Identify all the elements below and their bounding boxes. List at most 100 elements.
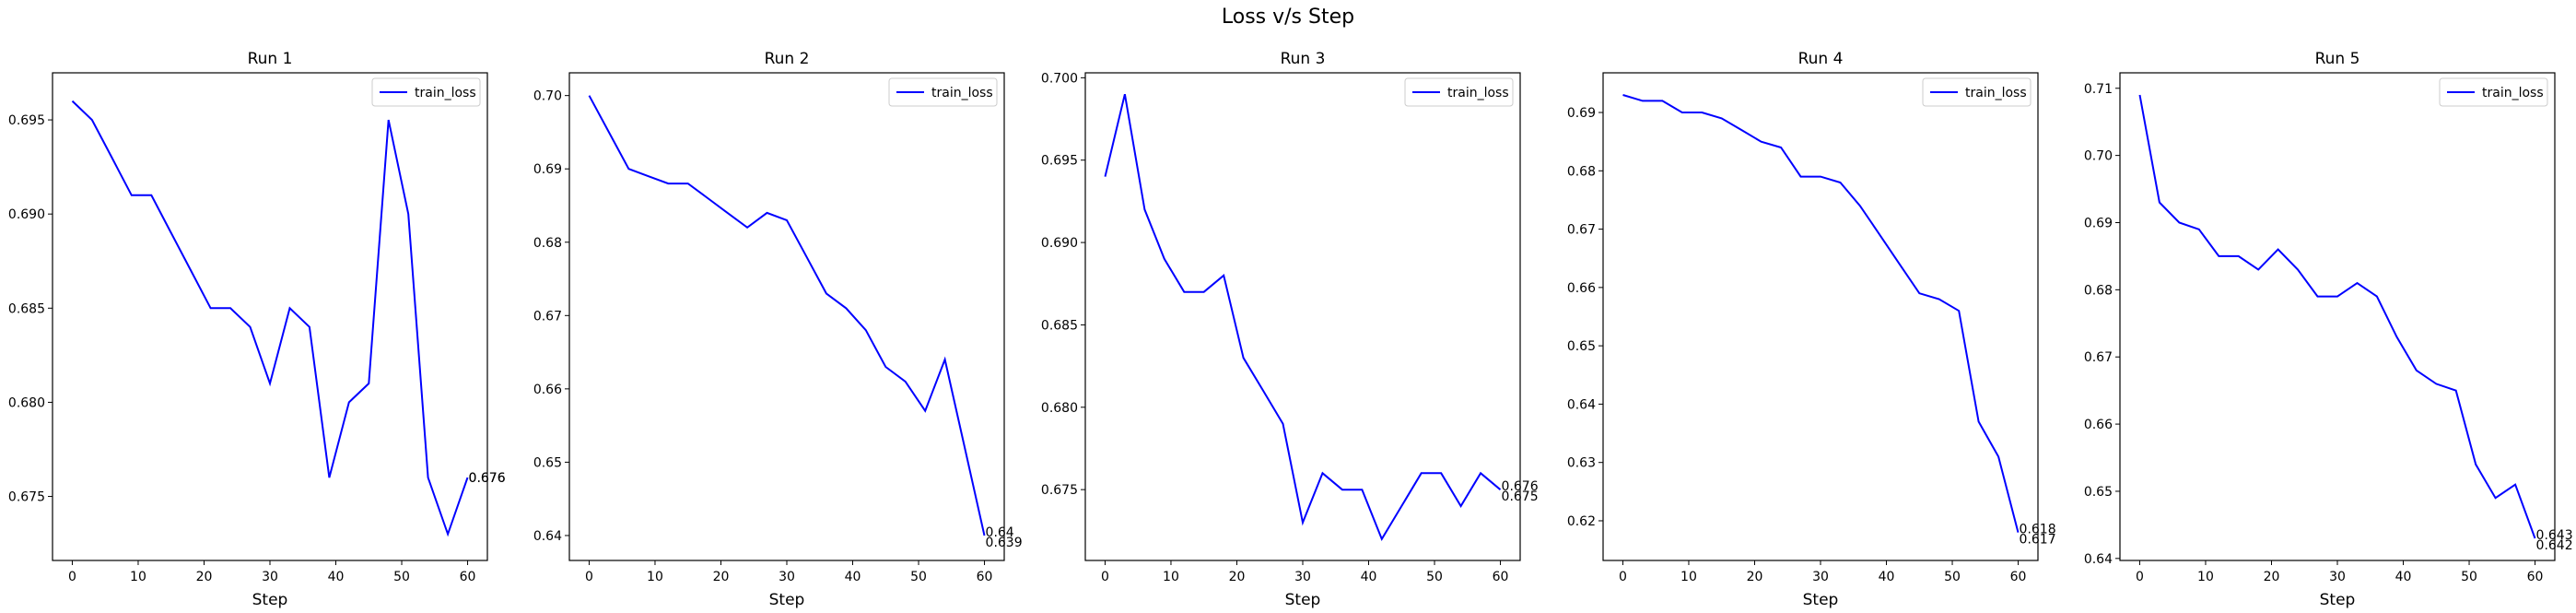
x-axis-label: Step [252, 591, 288, 609]
y-tick-label: 0.690 [1041, 236, 1078, 251]
point-annotation: 0.64 [986, 525, 1014, 540]
subplot-1: Run 1 0 10 20 30 40 50 60 Step 0.675 0.680 0.685 0.6… [8, 50, 506, 609]
x-tick-label: 10 [647, 570, 663, 584]
y-tick-label: 0.67 [533, 309, 562, 324]
x-tick-label: 40 [328, 570, 345, 584]
point-annotation: 0.676 [1502, 479, 1539, 494]
x-tick-label: 20 [713, 570, 730, 584]
subplot-title: Run 5 [2315, 50, 2360, 68]
x-tick-label: 30 [1294, 570, 1311, 584]
point-annotation: 0.643 [2536, 528, 2573, 543]
y-tick-label: 0.70 [533, 89, 562, 104]
y-tick-label: 0.685 [8, 301, 45, 316]
x-tick-label: 0 [68, 570, 76, 584]
x-tick-label: 50 [393, 570, 410, 584]
y-tick-label: 0.66 [2084, 418, 2113, 432]
y-tick-label: 0.65 [2084, 485, 2113, 500]
plot-frame [1602, 72, 2039, 561]
x-tick-label: 0 [2136, 570, 2144, 584]
point-annotation: 0.617 [2020, 533, 2056, 548]
x-tick-label: 10 [1680, 570, 1697, 584]
series-line-train-loss [2138, 94, 2536, 539]
subplot-5: Run 5 0 10 20 30 40 50 60 Step 0.64 0.65 0.66 0.67 0.… [2084, 50, 2573, 609]
subplot-title: Run 1 [248, 50, 293, 68]
y-tick-label: 0.675 [8, 490, 45, 505]
x-tick-label: 40 [1361, 570, 1377, 584]
legend: train_loss [888, 77, 998, 107]
subplot-title: Run 4 [1798, 50, 1844, 68]
y-tick-label: 0.67 [2084, 350, 2113, 365]
y-tick-label: 0.71 [2084, 82, 2113, 97]
x-axis-label: Step [1803, 591, 1839, 609]
legend-box [2439, 77, 2548, 107]
y-tick-label: 0.63 [1567, 456, 1596, 471]
x-tick-label: 50 [2461, 570, 2477, 584]
legend-label: train_loss [1965, 86, 2027, 100]
x-tick-label: 50 [910, 570, 927, 584]
legend-box [888, 77, 998, 107]
series-line-train-loss [588, 95, 986, 536]
x-tick-label: 20 [196, 570, 213, 584]
series-line-train-loss [1622, 94, 2020, 533]
y-tick-label: 0.64 [2084, 552, 2113, 567]
x-tick-label: 60 [2527, 570, 2544, 584]
y-tick-label: 0.695 [8, 113, 45, 128]
legend: train_loss [2439, 77, 2548, 107]
legend-box [1922, 77, 2032, 107]
x-tick-label: 50 [1426, 570, 1443, 584]
legend: train_loss [1922, 77, 2032, 107]
x-tick-label: 60 [1493, 570, 1509, 584]
subplot-title: Run 3 [1281, 50, 1326, 68]
x-tick-label: 40 [1879, 570, 1895, 584]
subplot-title: Run 2 [765, 50, 810, 68]
y-tick-label: 0.680 [1041, 401, 1078, 416]
x-tick-label: 10 [1163, 570, 1179, 584]
legend-label: train_loss [2482, 86, 2544, 100]
x-tick-label: 30 [2329, 570, 2346, 584]
y-tick-label: 0.68 [533, 236, 562, 251]
x-tick-label: 0 [1619, 570, 1627, 584]
y-tick-label: 0.700 [1041, 71, 1078, 86]
y-tick-label: 0.65 [1567, 339, 1596, 354]
subplot-4: Run 4 0 10 20 30 40 50 60 Step 0.62 0.63 0.64 0.65 0.… [1567, 50, 2056, 609]
x-tick-label: 60 [977, 570, 993, 584]
y-tick-label: 0.67 [1567, 223, 1596, 238]
point-annotation: 0.676 [469, 471, 506, 486]
x-tick-label: 20 [1747, 570, 1763, 584]
y-tick-label: 0.69 [2084, 216, 2113, 230]
legend: train_loss [371, 77, 481, 107]
legend-box [1404, 77, 1514, 107]
legend-label: train_loss [415, 86, 476, 100]
y-tick-label: 0.690 [8, 207, 45, 222]
x-tick-label: 0 [1101, 570, 1109, 584]
point-annotation: 0.639 [986, 536, 1023, 550]
y-tick-label: 0.680 [8, 395, 45, 410]
x-tick-label: 60 [2010, 570, 2027, 584]
y-tick-label: 0.685 [1041, 318, 1078, 333]
x-tick-label: 60 [460, 570, 476, 584]
figure-title: Loss v/s Step [1221, 6, 1355, 29]
x-tick-label: 30 [262, 570, 278, 584]
plot-frame [1084, 72, 1521, 561]
x-tick-label: 10 [2197, 570, 2214, 584]
y-tick-label: 0.695 [1041, 154, 1078, 169]
x-tick-label: 30 [1812, 570, 1829, 584]
x-tick-label: 20 [2264, 570, 2280, 584]
y-tick-label: 0.70 [2084, 149, 2113, 164]
plot-frame [568, 72, 1005, 561]
subplot-2: Run 2 0 10 20 30 40 50 60 Step 0.64 0.65 0.66 0.67 0.… [533, 50, 1023, 609]
x-tick-label: 30 [779, 570, 795, 584]
legend-label: train_loss [1447, 86, 1509, 100]
y-tick-label: 0.675 [1041, 483, 1078, 498]
y-tick-label: 0.69 [1567, 106, 1596, 121]
x-axis-label: Step [1285, 591, 1321, 609]
y-tick-label: 0.64 [1567, 397, 1596, 412]
y-tick-label: 0.68 [2084, 283, 2113, 298]
x-tick-label: 50 [1944, 570, 1961, 584]
y-tick-label: 0.68 [1567, 164, 1596, 179]
series-line-train-loss [1104, 93, 1502, 542]
series-line-train-loss [71, 100, 469, 537]
x-tick-label: 40 [845, 570, 861, 584]
x-tick-label: 10 [130, 570, 146, 584]
